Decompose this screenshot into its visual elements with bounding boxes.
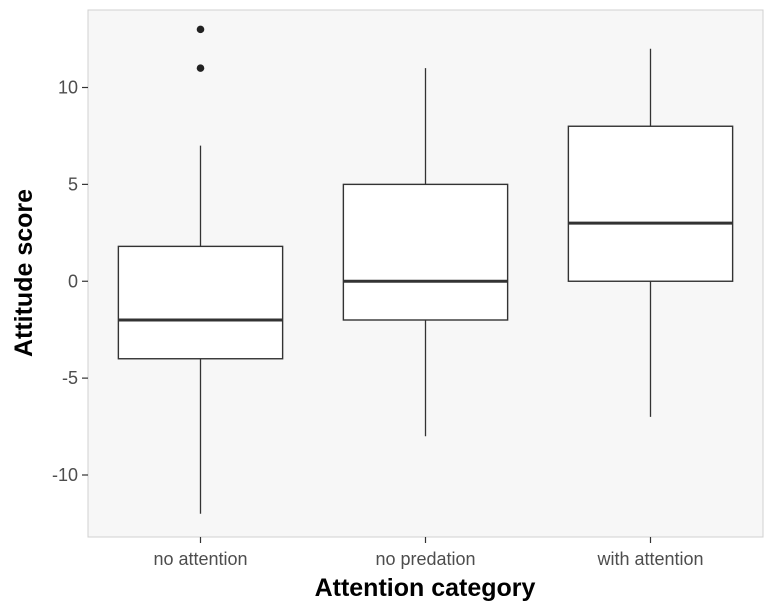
iqr-box <box>567 125 734 282</box>
iqr-box <box>342 183 509 321</box>
x-axis-ticks: no attention no predation with attention <box>153 537 704 569</box>
x-tick-label: no attention <box>153 549 247 569</box>
box-no-attention <box>117 25 284 514</box>
outlier-point <box>196 25 205 34</box>
y-tick-label: -10 <box>52 465 78 485</box>
y-tick-label: -5 <box>62 368 78 388</box>
y-tick-label: 5 <box>68 174 78 194</box>
boxes <box>117 25 734 514</box>
box-with-attention <box>567 48 734 417</box>
box-no-predation <box>342 68 509 437</box>
y-tick-label: 0 <box>68 271 78 291</box>
x-tick-label: no predation <box>375 549 475 569</box>
x-axis-title: Attention category <box>315 574 536 602</box>
y-axis-ticks: -10 -5 0 5 10 <box>52 78 88 485</box>
y-axis-title: Attitude score <box>10 189 38 357</box>
iqr-box <box>117 245 284 360</box>
y-tick-label: 10 <box>58 78 78 98</box>
outlier-point <box>196 64 205 72</box>
x-tick-label: with attention <box>596 549 703 569</box>
